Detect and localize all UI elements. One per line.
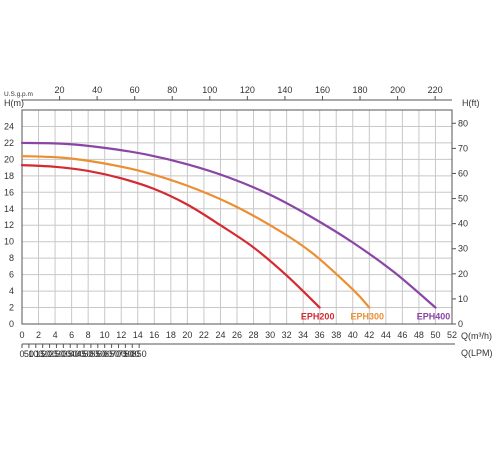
lpm-tick-label: 800 — [125, 349, 140, 359]
gpm-tick-label: 40 — [92, 85, 102, 95]
bottom-tick-label: 2 — [36, 330, 41, 340]
lpm-tick-label: 450 — [77, 349, 92, 359]
bottom-tick-label: 24 — [215, 330, 225, 340]
bottom-tick-label: 28 — [249, 330, 259, 340]
right-tick-label: 30 — [458, 244, 468, 254]
lpm-tick-label: 200 — [42, 349, 57, 359]
lpm-tick-label: 100 — [28, 349, 43, 359]
lpm-tick-label: 250 — [49, 349, 64, 359]
bottom-tick-label: 36 — [315, 330, 325, 340]
left-tick-label: 14 — [4, 204, 14, 214]
bottom-tick-label: 38 — [331, 330, 341, 340]
lpm-tick-label: 150 — [35, 349, 50, 359]
right-axis-title: H(ft) — [462, 98, 480, 108]
right-tick-label: 70 — [458, 143, 468, 153]
lpm-tick-label: 750 — [118, 349, 133, 359]
bottom-tick-label: 18 — [166, 330, 176, 340]
left-tick-label: 20 — [4, 154, 14, 164]
series-line-eph200 — [20, 164, 321, 309]
right-tick-label: 80 — [458, 118, 468, 128]
lpm-tick-label: 700 — [111, 349, 126, 359]
right-tick-label: 60 — [458, 168, 468, 178]
bottom-tick-label: 32 — [282, 330, 292, 340]
series-line-eph400 — [20, 141, 437, 309]
bottom-tick-label: 40 — [348, 330, 358, 340]
gpm-tick-label: 140 — [277, 85, 292, 95]
series-label-eph300: EPH300 — [351, 312, 385, 322]
bottom-tick-label: 48 — [414, 330, 424, 340]
left-tick-label: 6 — [9, 270, 14, 280]
bottom-tick-label: 10 — [100, 330, 110, 340]
series-label-eph200: EPH200 — [301, 312, 335, 322]
bottom-tick-label: 6 — [69, 330, 74, 340]
lpm-tick-label: 550 — [90, 349, 105, 359]
gpm-tick-label: 220 — [428, 85, 443, 95]
bottom-axis-title: Q(m³/h) — [461, 331, 492, 341]
plot-frame — [21, 109, 453, 325]
bottom-tick-label: 30 — [265, 330, 275, 340]
right-tick-label: 40 — [458, 219, 468, 229]
bottom-tick-label: 44 — [381, 330, 391, 340]
gpm-tick-label: 100 — [202, 85, 217, 95]
bottom-tick-label: 52 — [447, 330, 457, 340]
lpm-tick-label: 50 — [24, 349, 34, 359]
right-tick-label: 20 — [458, 269, 468, 279]
bottom-tick-label: 22 — [199, 330, 209, 340]
bottom-tick-label: 4 — [53, 330, 58, 340]
bottom-tick-label: 50 — [430, 330, 440, 340]
left-tick-label: 4 — [9, 286, 14, 296]
bottom-tick-label: 8 — [86, 330, 91, 340]
right-tick-label: 50 — [458, 194, 468, 204]
series-label-eph400: EPH400 — [417, 312, 451, 322]
series-curves: EPH200 EPH300 EPH400 — [20, 141, 451, 322]
lpm-tick-label: 0 — [19, 349, 24, 359]
bottom-tick-label: 12 — [116, 330, 126, 340]
right-tick-label: 0 — [458, 319, 463, 329]
right-tick-label: 10 — [458, 294, 468, 304]
left-tick-label: 8 — [9, 253, 14, 263]
left-tick-label: 0 — [9, 319, 14, 329]
bottom-tick-label: 20 — [182, 330, 192, 340]
left-tick-label: 22 — [4, 138, 14, 148]
left-tick-label: 16 — [4, 187, 14, 197]
gpm-tick-label: 60 — [130, 85, 140, 95]
lpm-tick-label: 350 — [63, 349, 78, 359]
gpm-tick-label: 200 — [390, 85, 405, 95]
gpm-tick-label: 80 — [167, 85, 177, 95]
gpm-tick-label: 180 — [353, 85, 368, 95]
bottom-tick-label: 34 — [298, 330, 308, 340]
lpm-tick-label: 400 — [70, 349, 85, 359]
lpm-tick-label: 650 — [104, 349, 119, 359]
left-tick-label: 12 — [4, 220, 14, 230]
bottom-tick-label: 0 — [19, 330, 24, 340]
bottom-tick-label: 42 — [364, 330, 374, 340]
lpm-tick-label: 300 — [56, 349, 71, 359]
series-line-eph300 — [20, 154, 371, 309]
bottom-tick-label: 46 — [397, 330, 407, 340]
bottom2-axis-title: Q(LPM) — [461, 348, 493, 358]
left-tick-label: 10 — [4, 237, 14, 247]
top-axis-title: U.S.g.p.m — [4, 91, 33, 98]
left-tick-label: 2 — [9, 303, 14, 313]
left-tick-label: 24 — [4, 121, 14, 131]
grid-lines — [21, 110, 453, 325]
lpm-tick-label: 500 — [83, 349, 98, 359]
gpm-tick-label: 120 — [240, 85, 255, 95]
lpm-tick-label: 600 — [97, 349, 112, 359]
lpm-tick-label: 850 — [132, 349, 147, 359]
gpm-tick-label: 20 — [55, 85, 65, 95]
left-axis-title: H(m) — [4, 98, 24, 108]
bottom-tick-label: 14 — [133, 330, 143, 340]
gpm-tick-label: 160 — [315, 85, 330, 95]
bottom-tick-label: 26 — [232, 330, 242, 340]
left-tick-label: 18 — [4, 171, 14, 181]
bottom-tick-label: 16 — [149, 330, 159, 340]
